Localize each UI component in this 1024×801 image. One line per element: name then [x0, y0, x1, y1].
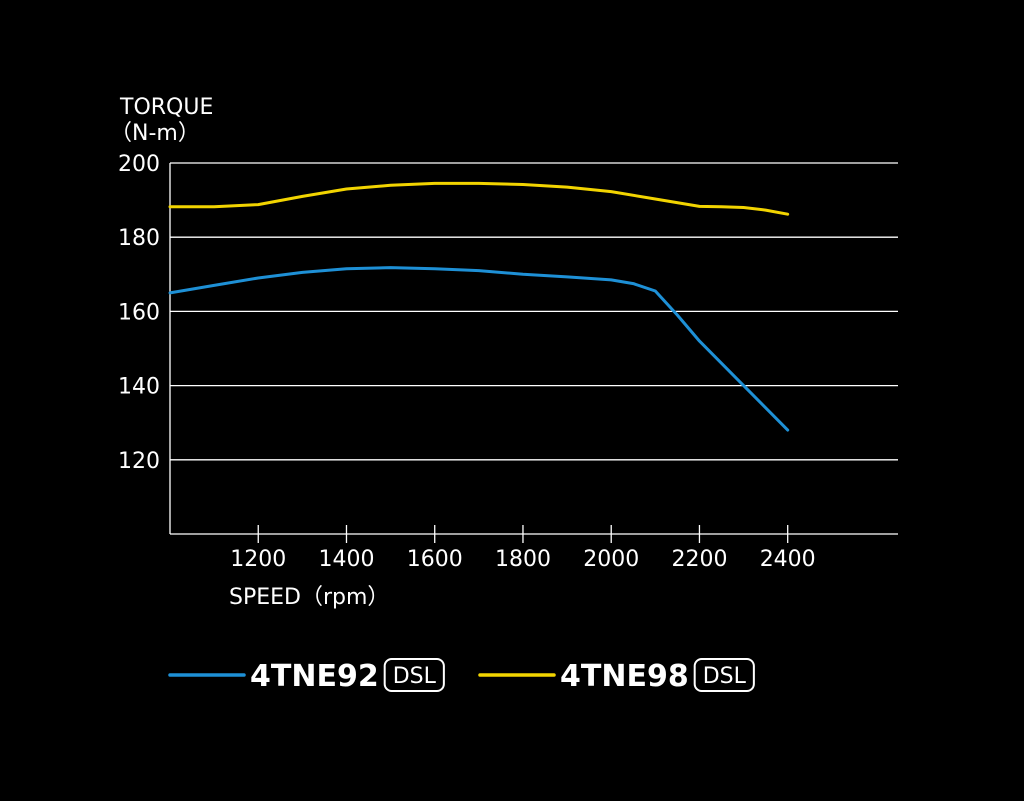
- legend-badge-box: [383, 658, 445, 692]
- tick-labels: 120 140 160 180 200 1200 1400 1600 1800 2000 2200 2…: [118, 152, 816, 572]
- grid-lines: [170, 162, 898, 461]
- legend-badge-text: DSL: [703, 664, 747, 689]
- x-tick-label: 1800: [495, 547, 551, 572]
- y-axis-label-line1: TORQUE: [119, 95, 213, 120]
- series-lines: [168, 181, 790, 432]
- x-tick-label: 2400: [760, 547, 816, 572]
- x-tick-label: 2000: [583, 547, 639, 572]
- y-tick-label: 120: [118, 449, 160, 474]
- series-line-4tne92: [168, 266, 790, 432]
- y-tick-label: 180: [118, 226, 160, 251]
- y-tick-label: 160: [118, 300, 160, 325]
- x-tick-label: 1400: [318, 547, 374, 572]
- legend-series-name: 4TNE98: [560, 659, 689, 694]
- y-axis-label-line2: （N-m）: [110, 121, 200, 146]
- y-tick-label: 140: [118, 375, 160, 400]
- axes: [169, 163, 898, 543]
- legend-badge-box: [693, 658, 755, 692]
- x-axis-label: SPEED（rpm）: [229, 585, 389, 610]
- series-line-4tne98: [168, 181, 790, 216]
- legend-series-name: 4TNE92: [250, 659, 379, 694]
- legend-badge-text: DSL: [393, 664, 437, 689]
- x-tick-label: 1600: [407, 547, 463, 572]
- y-tick-label: 200: [118, 152, 160, 177]
- x-tick-label: 1200: [230, 547, 286, 572]
- legend: 4TNE92 DSL 4TNE98 DSL: [168, 658, 755, 694]
- x-tick-label: 2200: [671, 547, 727, 572]
